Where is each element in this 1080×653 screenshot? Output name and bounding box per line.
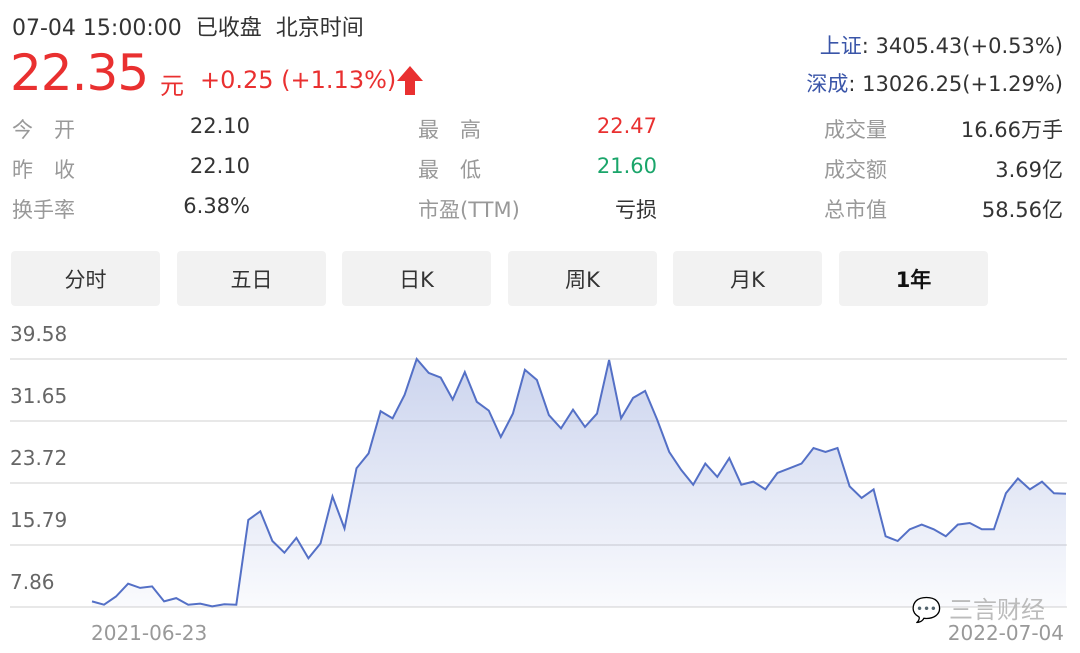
stat-label: 市盈(TTM) bbox=[418, 198, 520, 222]
stat-label: 最 高 bbox=[418, 118, 481, 142]
stat-value: 21.60 bbox=[596, 154, 657, 178]
y-tick-label: 23.72 bbox=[10, 446, 68, 470]
stat-label: 今 开 bbox=[12, 118, 75, 142]
tab-intraday[interactable]: 分时 bbox=[11, 251, 160, 306]
price-change: +0.25 (+1.13%) bbox=[200, 66, 397, 94]
stat-label: 成交量 bbox=[824, 118, 887, 142]
y-tick-label: 7.86 bbox=[10, 570, 55, 594]
x-tick-label-start: 2021-06-23 bbox=[91, 621, 208, 645]
stat-value: 亏损 bbox=[615, 198, 657, 222]
stat-label: 成交额 bbox=[824, 158, 887, 182]
tab-five-day[interactable]: 五日 bbox=[177, 251, 326, 306]
stat-value: 3.69亿 bbox=[995, 158, 1063, 182]
stat-label: 最 低 bbox=[418, 158, 481, 182]
tab-monthly-k[interactable]: 月K bbox=[673, 251, 822, 306]
timezone: 北京时间 bbox=[275, 16, 364, 41]
market-status: 已收盘 bbox=[195, 16, 262, 41]
watermark: 💬 三言财经 bbox=[911, 596, 1045, 624]
stat-value: 58.56亿 bbox=[981, 198, 1063, 222]
tab-one-year[interactable]: 1年 bbox=[839, 251, 988, 306]
price-area bbox=[92, 359, 1066, 607]
index-shenzhen: 深成: 13026.25(+1.29%) bbox=[806, 72, 1063, 96]
price-unit: 元 bbox=[160, 72, 184, 100]
stat-label: 换手率 bbox=[12, 198, 75, 222]
y-tick-label: 31.65 bbox=[10, 384, 68, 408]
current-price: 22.35 bbox=[10, 44, 149, 102]
quote-datetime: 07-04 15:00:00 已收盘 北京时间 bbox=[12, 16, 364, 41]
stat-value: 16.66万手 bbox=[960, 118, 1063, 142]
arrow-up-icon bbox=[396, 64, 424, 100]
x-tick-label-end: 2022-07-04 bbox=[947, 621, 1064, 645]
wechat-icon: 💬 bbox=[911, 596, 942, 624]
stat-value: 22.10 bbox=[189, 114, 250, 138]
stat-value: 22.10 bbox=[189, 154, 250, 178]
stat-label: 昨 收 bbox=[12, 158, 75, 182]
y-tick-label: 15.79 bbox=[10, 508, 68, 532]
stat-value: 22.47 bbox=[596, 114, 657, 138]
price-line bbox=[91, 357, 1067, 608]
y-tick-label: 39.58 bbox=[10, 322, 68, 346]
stat-value: 6.38% bbox=[183, 194, 250, 218]
stat-label: 总市值 bbox=[824, 198, 887, 222]
tab-weekly-k[interactable]: 周K bbox=[508, 251, 657, 306]
index-shanghai: 上证: 3405.43(+0.53%) bbox=[819, 34, 1063, 58]
tab-daily-k[interactable]: 日K bbox=[342, 251, 491, 306]
